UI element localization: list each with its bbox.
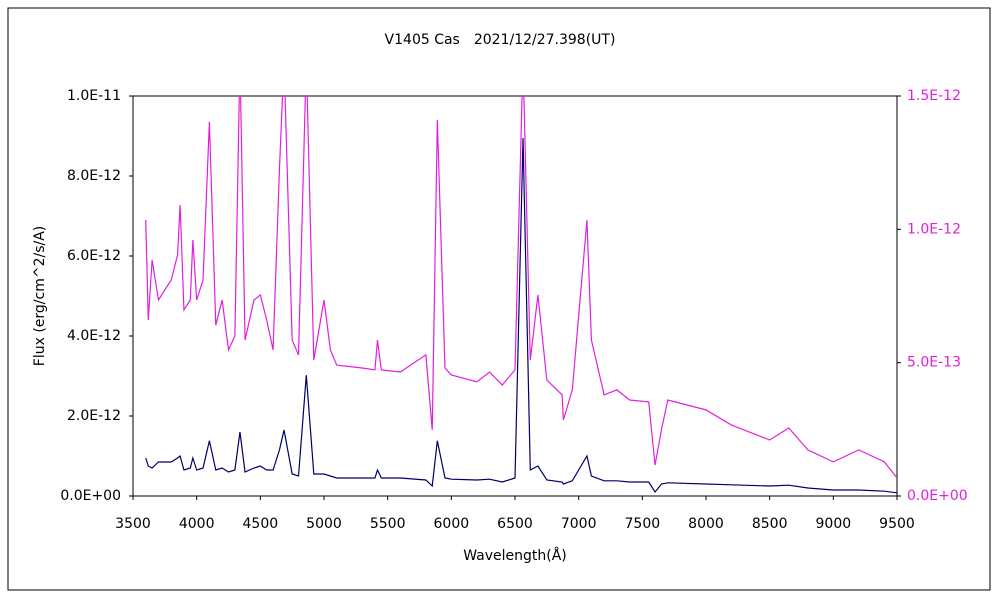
y2-tick-label: 1.0E-12 <box>907 221 961 237</box>
y2-tick-label: 0.0E+00 <box>907 488 968 504</box>
x-tick-label: 6000 <box>434 516 470 532</box>
x-tick-label: 4500 <box>243 516 279 532</box>
x-tick-label: 7500 <box>625 516 661 532</box>
spectrum-line <box>145 96 897 479</box>
chart-title: V1405 Cas 2021/12/27.398(UT) <box>385 32 616 48</box>
x-tick-label: 4000 <box>179 516 215 532</box>
x-tick-label: 7000 <box>561 516 597 532</box>
y-tick-label: 6.0E-12 <box>67 248 121 264</box>
x-tick-label: 8500 <box>752 516 788 532</box>
chart-border <box>7 7 991 591</box>
x-tick-label: 3500 <box>115 516 151 532</box>
y2-tick-label: 5.0E-13 <box>907 355 961 371</box>
x-tick-label: 6500 <box>497 516 533 532</box>
y2-tick-label: 1.5E-12 <box>907 88 961 104</box>
y-tick-label: 4.0E-12 <box>67 328 121 344</box>
y-tick-label: 2.0E-12 <box>67 408 121 424</box>
y-tick-label: 8.0E-12 <box>67 168 121 184</box>
spectrum-line <box>145 137 897 494</box>
y-axis-label: Flux (erg/cm^2/s/A) <box>32 226 48 366</box>
plot-lines <box>145 96 897 494</box>
x-tick-label: 5500 <box>370 516 406 532</box>
x-tick-label: 5000 <box>306 516 342 532</box>
x-axis-label: Wavelength(Å) <box>463 547 567 564</box>
x-tick-label: 9000 <box>816 516 852 532</box>
y-tick-label: 0.0E+00 <box>60 488 121 504</box>
x-tick-label: 9500 <box>879 516 915 532</box>
y-tick-label: 1.0E-11 <box>67 88 121 104</box>
x-tick-label: 8000 <box>688 516 724 532</box>
